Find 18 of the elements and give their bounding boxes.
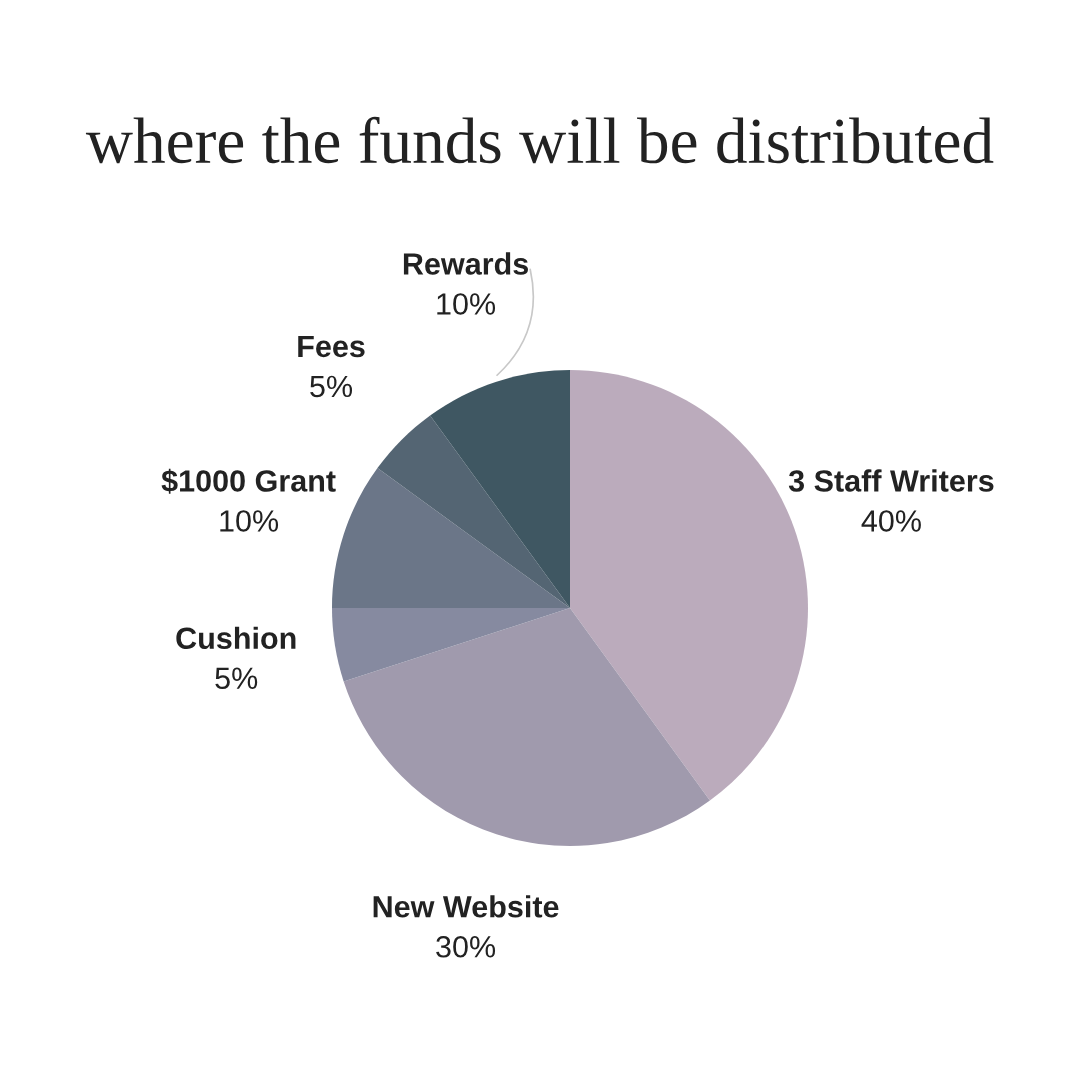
- chart-title: where the funds will be distributed: [85, 116, 994, 164]
- data-label: 30%: [436, 935, 496, 958]
- slice-label: Cushion: [176, 626, 296, 650]
- slice-label: New Website: [373, 895, 559, 918]
- data-label: 10%: [220, 510, 279, 532]
- data-label: 10%: [437, 293, 496, 315]
- pie-slice: [332, 608, 570, 682]
- data-label: 5%: [215, 667, 258, 690]
- pie-slice: [343, 608, 710, 846]
- slice-label: $1000 Grant: [161, 468, 336, 494]
- slice-label: Fees: [298, 335, 365, 358]
- pie-slice: [570, 370, 808, 801]
- slice-label: Rewards: [403, 252, 528, 275]
- slice-label: 3 Staff Writers: [788, 469, 994, 492]
- pie-slice: [430, 370, 570, 608]
- data-label: 5%: [310, 375, 353, 398]
- pie-slice: [377, 415, 570, 608]
- data-label: 40%: [861, 510, 921, 532]
